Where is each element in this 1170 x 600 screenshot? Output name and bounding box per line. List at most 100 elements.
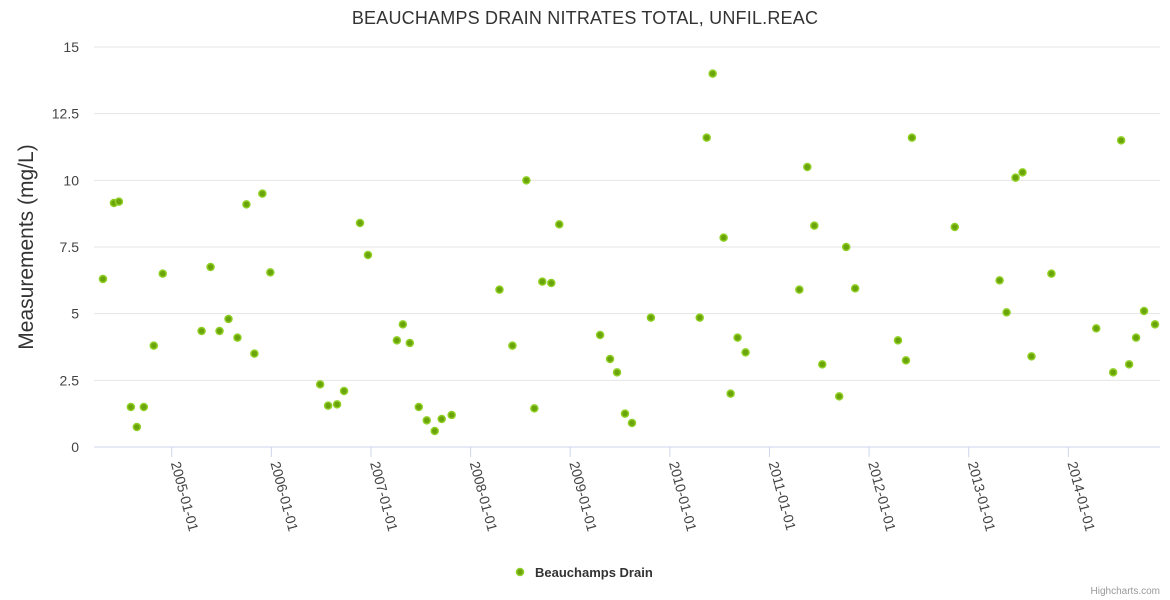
y-tick-label: 12.5 (52, 106, 79, 122)
x-tick-label: 2008-01-01 (467, 460, 501, 534)
y-tick-label: 10 (63, 172, 79, 188)
data-point[interactable] (126, 402, 136, 412)
y-tick-label: 5 (71, 306, 79, 322)
data-point[interactable] (733, 333, 742, 342)
x-tick-label: 2009-01-01 (566, 460, 600, 534)
credits-link[interactable]: Highcharts.com (1091, 586, 1160, 597)
data-point[interactable] (332, 400, 342, 409)
data-point[interactable] (158, 269, 167, 278)
legend[interactable]: Beauchamps Drain (515, 565, 653, 580)
data-point[interactable] (132, 422, 142, 432)
data-point[interactable] (414, 402, 424, 412)
data-point[interactable] (363, 250, 373, 260)
data-point[interactable] (907, 133, 917, 142)
data-point[interactable] (1047, 269, 1056, 278)
x-axis-ticks: 2005-01-01 2006-01-01 2007-01-01 2008-01-01… (168, 447, 1098, 534)
data-point[interactable] (430, 426, 439, 436)
data-point[interactable] (803, 162, 812, 172)
data-point[interactable] (197, 326, 206, 336)
data-point[interactable] (355, 218, 365, 228)
data-point[interactable] (893, 336, 903, 345)
series-beauchamps-drain[interactable] (98, 69, 1160, 436)
y-axis-title: Measurements (mg/L) (15, 144, 38, 349)
legend-marker-icon (515, 567, 525, 577)
data-point[interactable] (114, 197, 124, 206)
data-point[interactable] (810, 221, 819, 230)
data-point[interactable] (315, 380, 325, 389)
data-point[interactable] (547, 278, 556, 288)
data-point[interactable] (1018, 168, 1027, 177)
y-tick-label: 0 (71, 439, 79, 455)
y-grid-lines (94, 46, 1160, 381)
data-point[interactable] (719, 233, 728, 242)
data-point[interactable] (323, 401, 333, 410)
y-tick-label: 7.5 (60, 239, 80, 255)
data-point[interactable] (233, 333, 242, 342)
data-point[interactable] (224, 314, 233, 324)
y-tick-label: 15 (63, 39, 79, 55)
data-point[interactable] (1091, 324, 1101, 333)
x-tick-label: 2007-01-01 (367, 460, 401, 534)
data-point[interactable] (702, 133, 711, 142)
data-point[interactable] (1139, 306, 1149, 316)
data-point[interactable] (1002, 308, 1011, 317)
data-point[interactable] (98, 274, 108, 284)
y-axis-ticks: 0 2.5 5 7.5 10 12.5 15 (52, 39, 79, 455)
data-point[interactable] (612, 368, 622, 377)
data-point[interactable] (1108, 368, 1118, 377)
data-point[interactable] (850, 284, 860, 293)
data-point[interactable] (605, 354, 615, 364)
data-point[interactable] (841, 242, 851, 252)
data-point[interactable] (555, 220, 564, 229)
x-tick-label: 2006-01-01 (267, 460, 301, 534)
data-point[interactable] (818, 360, 827, 369)
y-tick-label: 2.5 (60, 372, 80, 388)
data-point[interactable] (1011, 173, 1020, 182)
data-point[interactable] (995, 276, 1004, 285)
data-point[interactable] (522, 176, 531, 185)
data-point[interactable] (901, 356, 911, 365)
chart-title: BEAUCHAMPS DRAIN NITRATES TOTAL, UNFIL.R… (352, 8, 818, 28)
x-tick-label: 2013-01-01 (965, 460, 999, 534)
data-point[interactable] (139, 402, 149, 412)
x-tick-label: 2012-01-01 (865, 460, 899, 534)
data-point[interactable] (206, 262, 215, 272)
data-point[interactable] (1150, 320, 1160, 329)
x-tick-label: 2010-01-01 (666, 460, 700, 534)
data-point[interactable] (508, 341, 517, 350)
data-point[interactable] (392, 336, 402, 345)
data-point[interactable] (795, 285, 804, 294)
data-point[interactable] (422, 416, 432, 425)
data-point[interactable] (695, 313, 704, 322)
data-point[interactable] (149, 341, 159, 350)
data-point[interactable] (258, 189, 267, 198)
data-point[interactable] (538, 277, 547, 286)
x-tick-label: 2005-01-01 (168, 460, 202, 534)
data-point[interactable] (646, 313, 656, 322)
legend-label[interactable]: Beauchamps Drain (535, 565, 653, 580)
data-point[interactable] (620, 409, 630, 418)
data-point[interactable] (242, 200, 251, 209)
data-point[interactable] (708, 69, 717, 78)
data-point[interactable] (398, 320, 408, 329)
data-point[interactable] (405, 338, 415, 348)
data-point[interactable] (1116, 136, 1126, 145)
data-point[interactable] (726, 389, 735, 398)
data-point[interactable] (250, 349, 259, 358)
data-point[interactable] (266, 268, 275, 277)
data-point[interactable] (447, 410, 456, 420)
data-point[interactable] (834, 392, 844, 401)
data-point[interactable] (1131, 333, 1141, 342)
data-point[interactable] (437, 414, 446, 424)
data-point[interactable] (741, 348, 750, 357)
data-point[interactable] (595, 330, 605, 340)
data-point[interactable] (530, 404, 539, 413)
data-point[interactable] (215, 326, 224, 336)
data-point[interactable] (950, 222, 960, 232)
data-point[interactable] (495, 285, 504, 294)
data-point[interactable] (627, 418, 637, 428)
data-point[interactable] (1027, 352, 1036, 361)
data-point[interactable] (1124, 360, 1134, 369)
data-point[interactable] (339, 386, 349, 396)
